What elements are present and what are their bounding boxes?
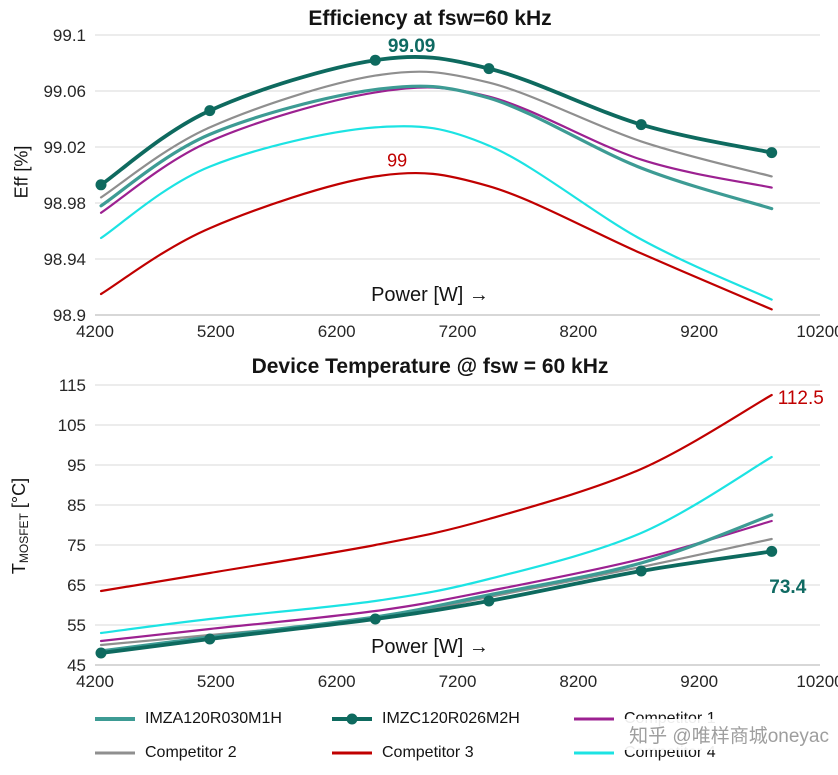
series-line-competitor-3 (99, 171, 773, 311)
svg-text:10200: 10200 (796, 322, 838, 341)
series-line-competitor-3 (99, 393, 773, 593)
svg-text:98.9: 98.9 (53, 306, 86, 325)
legend-label: Competitor 3 (382, 744, 474, 761)
temperature-chart: 45 55 65 75 85 95 105 115 4200 5200 6200 7200 8200 92… (0, 348, 838, 700)
efficiency-y-axis-label-text: Eff [%] (11, 145, 32, 199)
legend-item-imza120r030m1h[interactable]: IMZA120R030M1H (95, 708, 332, 730)
svg-text:7200: 7200 (439, 672, 477, 691)
efficiency-x-axis-label: Power [W] → (371, 284, 489, 306)
legend-swatch-icon (574, 742, 614, 764)
svg-text:6200: 6200 (318, 672, 356, 691)
efficiency-chart: 98.9 98.94 98.98 99.02 99.06 99.1 4200 5200 6200… (0, 0, 838, 348)
legend-grid: IMZA120R030M1H IMZC120R026M2H Competitor… (95, 708, 838, 764)
annotation-99: 99 (387, 151, 407, 171)
legend-swatch-icon (332, 708, 372, 730)
svg-text:65: 65 (67, 576, 86, 595)
series-line-competitor-4 (99, 455, 773, 635)
efficiency-y-axis-label: Eff [%] (12, 146, 33, 199)
chart-legend: IMZA120R030M1H IMZC120R026M2H Competitor… (0, 708, 838, 764)
svg-text:99.02: 99.02 (43, 138, 86, 157)
legend-label: Competitor 2 (145, 744, 237, 761)
temperature-y-axis-label-pre: T (9, 563, 29, 575)
svg-text:85: 85 (67, 496, 86, 515)
svg-text:10200: 10200 (796, 672, 838, 691)
x-tick-labels: 4200 5200 6200 7200 8200 9200 10200 (76, 322, 838, 341)
gridlines (95, 384, 820, 666)
series-line-imzc120r026m2h (99, 55, 774, 187)
svg-text:7200: 7200 (439, 322, 477, 341)
legend-swatch-icon (332, 742, 372, 764)
temperature-y-axis-label-post: [°C] (9, 477, 29, 514)
svg-text:99.06: 99.06 (43, 82, 86, 101)
legend-swatch-icon (95, 708, 135, 730)
legend-item-imzc120r026m2h[interactable]: IMZC120R026M2H (332, 708, 574, 730)
svg-text:5200: 5200 (197, 672, 235, 691)
y-tick-labels: 98.9 98.94 98.98 99.02 99.06 99.1 (43, 26, 86, 325)
svg-text:98.98: 98.98 (43, 194, 86, 213)
series-line-competitor-4 (99, 125, 773, 301)
svg-text:4200: 4200 (76, 672, 114, 691)
x-tick-labels: 4200 5200 6200 7200 8200 9200 10200 (76, 672, 838, 691)
legend-label: IMZC120R026M2H (382, 710, 520, 727)
svg-text:99.1: 99.1 (53, 26, 86, 45)
efficiency-chart-title: Efficiency at fsw=60 kHz (308, 7, 552, 30)
watermark: 知乎 @唯样商城oneyac (624, 719, 834, 750)
series-markers-imzc120r026m2h (95, 54, 778, 191)
series-line-competitor-1 (99, 519, 773, 643)
temperature-chart-title: Device Temperature @ fsw = 60 kHz (251, 355, 609, 378)
svg-text:9200: 9200 (680, 672, 718, 691)
temperature-y-axis-label-sub: MOSFET (17, 513, 31, 564)
series-line-competitor-2 (99, 70, 773, 199)
temperature-x-axis-label: Power [W] → (371, 636, 489, 658)
svg-text:95: 95 (67, 456, 86, 475)
annotation-73.4: 73.4 (769, 577, 806, 598)
legend-label: IMZA120R030M1H (145, 710, 282, 727)
annotation-99.09: 99.09 (388, 36, 436, 57)
temperature-y-axis-label: TMOSFET [°C] (9, 478, 31, 574)
svg-text:55: 55 (67, 616, 86, 635)
svg-text:115: 115 (59, 376, 86, 395)
svg-text:75: 75 (67, 536, 86, 555)
legend-swatch-icon (95, 742, 135, 764)
svg-text:98.94: 98.94 (43, 250, 86, 269)
annotation-112.5: 112.5 (778, 388, 824, 409)
svg-text:5200: 5200 (197, 322, 235, 341)
legend-item-competitor-2[interactable]: Competitor 2 (95, 742, 332, 764)
efficiency-plot: 98.9 98.94 98.98 99.02 99.06 99.1 4200 5200 6200… (43, 26, 838, 341)
svg-text:9200: 9200 (680, 322, 718, 341)
temperature-plot: 45 55 65 75 85 95 105 115 4200 5200 6200 7200 8200 92… (58, 376, 838, 691)
svg-text:45: 45 (67, 656, 86, 675)
legend-item-competitor-3[interactable]: Competitor 3 (332, 742, 574, 764)
series-line-imza120r030m1h (99, 84, 774, 211)
legend-swatch-icon (574, 708, 614, 730)
svg-text:8200: 8200 (559, 672, 597, 691)
svg-text:8200: 8200 (559, 322, 597, 341)
svg-text:6200: 6200 (318, 322, 356, 341)
svg-text:4200: 4200 (76, 322, 114, 341)
y-tick-labels: 45 55 65 75 85 95 105 115 (58, 376, 86, 675)
svg-text:105: 105 (58, 416, 86, 435)
series-markers-imzc120r026m2h (95, 545, 778, 659)
